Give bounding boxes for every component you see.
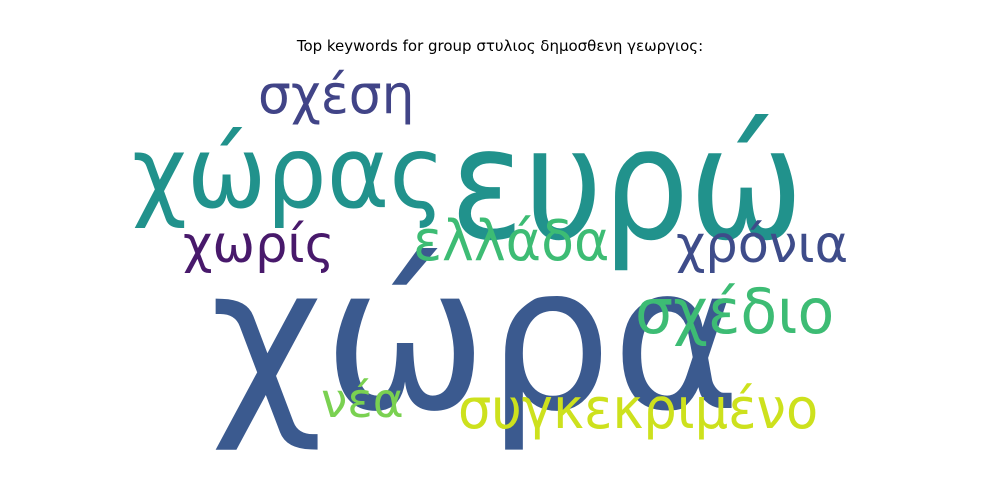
word-9: χωρίς [183, 215, 335, 276]
word-10: νέα [321, 374, 404, 430]
word-8: σχέση [258, 64, 415, 126]
word-4: συγκεκριμένο [458, 376, 818, 441]
word-5: σχέδιο [635, 276, 834, 348]
word-1: χώρα [210, 222, 741, 455]
word-3: χώρας [132, 115, 445, 232]
word-7: χρόνια [676, 215, 848, 276]
chart-title: Top keywords for group στυλιος δημοσθενη… [296, 37, 704, 55]
word-2: ευρώ [450, 95, 803, 275]
word-6: ελλάδα [413, 208, 609, 273]
